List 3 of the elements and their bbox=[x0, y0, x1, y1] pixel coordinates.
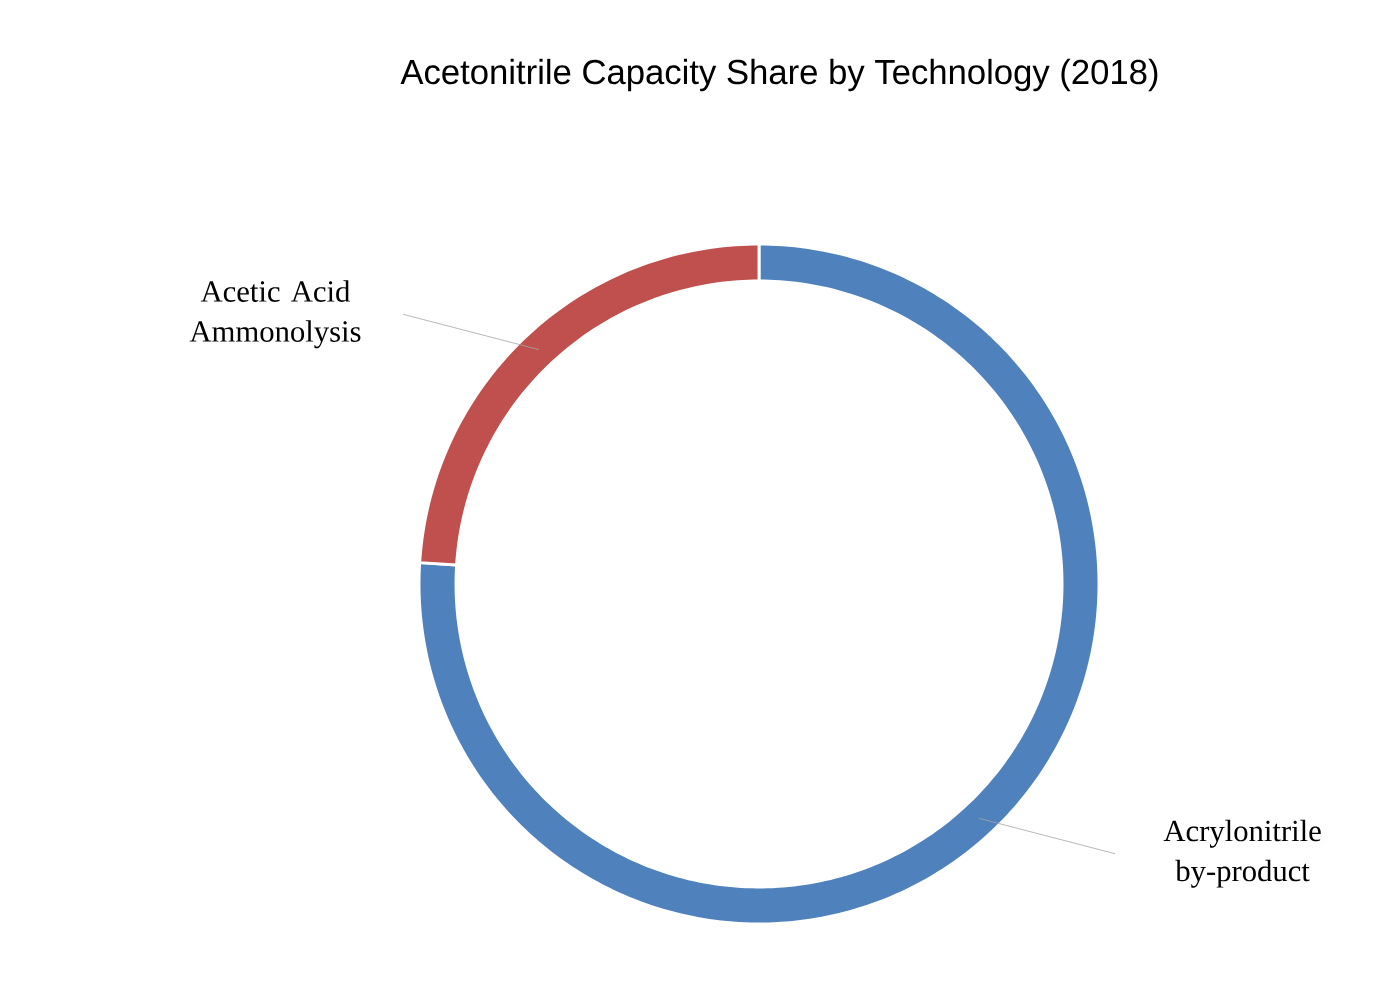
slice-label: Acetic Acid Ammonolysis bbox=[189, 280, 361, 349]
slice-label: Acrylonitrile by-product bbox=[1163, 819, 1321, 888]
chart-title: Acetonitrile Capacity Share by Technology (2018) bbox=[400, 58, 1158, 92]
